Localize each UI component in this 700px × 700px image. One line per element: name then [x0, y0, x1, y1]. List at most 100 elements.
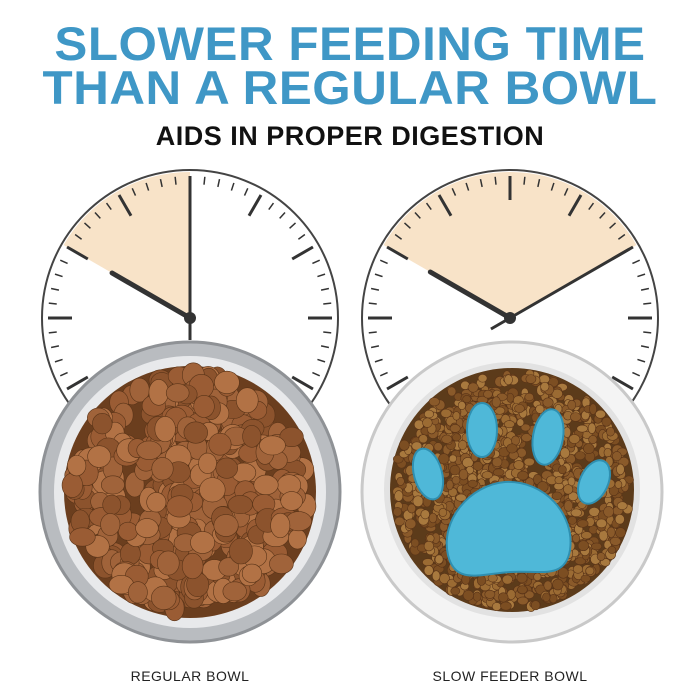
- kibble: [559, 447, 570, 459]
- kibble: [612, 451, 622, 462]
- kibble: [100, 513, 121, 536]
- kibble: [588, 435, 598, 445]
- kibble: [500, 601, 512, 611]
- kibble: [151, 457, 174, 481]
- kibble: [574, 557, 587, 566]
- kibble: [229, 537, 253, 565]
- kibble: [614, 514, 625, 525]
- kibble: [447, 386, 457, 397]
- kibble: [601, 417, 612, 427]
- kibble: [431, 570, 441, 582]
- kibble: [502, 574, 513, 585]
- kibble: [165, 383, 190, 403]
- kibble: [392, 507, 402, 517]
- kibble: [181, 552, 204, 580]
- kibble: [514, 404, 525, 413]
- minute-tick: [368, 331, 377, 334]
- minute-tick: [640, 345, 650, 349]
- caption-slow-feeder-bowl: SLOW FEEDER BOWL: [432, 668, 588, 684]
- kibble: [530, 600, 541, 611]
- kibble: [574, 451, 586, 461]
- minute-tick: [494, 176, 497, 185]
- hour-tick: [117, 194, 133, 217]
- kibble: [543, 580, 553, 591]
- kibble: [467, 382, 479, 393]
- kibble: [452, 411, 461, 421]
- clock-center-pin: [504, 312, 516, 324]
- kibble: [69, 527, 96, 547]
- kibble: [118, 521, 138, 541]
- caption-regular-bowl: REGULAR BOWL: [130, 668, 250, 684]
- paw-pad: [445, 480, 572, 577]
- minute-tick: [243, 187, 249, 196]
- kibble: [524, 392, 534, 402]
- kibble: [438, 453, 450, 465]
- clock-center-pin: [184, 312, 196, 324]
- kibble: [570, 508, 583, 518]
- minute-tick: [637, 358, 646, 363]
- paw-toe: [577, 459, 611, 505]
- kibble: [535, 404, 545, 414]
- kibble: [542, 592, 551, 602]
- kibble: [558, 465, 567, 475]
- kibble: [269, 553, 294, 574]
- kibble: [183, 421, 208, 444]
- kibble: [506, 443, 518, 454]
- kibble: [557, 567, 569, 579]
- minute-tick: [323, 302, 332, 305]
- minute-tick: [317, 273, 326, 278]
- kibble: [407, 503, 416, 514]
- kibble: [190, 531, 215, 554]
- minute-tick: [632, 371, 641, 377]
- minute-tick: [312, 259, 321, 265]
- minute-tick: [297, 233, 306, 240]
- kibble: [607, 545, 617, 554]
- kibble: [603, 447, 612, 458]
- kibble: [523, 457, 535, 467]
- minute-tick: [550, 182, 555, 191]
- kibble: [218, 557, 239, 577]
- kibble: [517, 470, 529, 481]
- kibble: [455, 493, 467, 502]
- kibble: [554, 476, 564, 485]
- minute-tick: [317, 358, 326, 363]
- kibble: [423, 565, 434, 576]
- kibble: [506, 392, 515, 403]
- kibble: [157, 550, 180, 576]
- minute-tick: [643, 331, 652, 334]
- kibble: [467, 479, 478, 488]
- minute-tick: [74, 233, 83, 240]
- kibble: [405, 518, 417, 530]
- headline-line-1: SLOWER FEEDING TIME: [54, 17, 646, 70]
- minute-tick: [268, 202, 275, 211]
- kibble: [166, 495, 193, 518]
- kibble: [498, 592, 509, 603]
- kibble: [433, 442, 443, 452]
- kibble: [253, 474, 279, 495]
- kibble: [199, 477, 226, 503]
- kibble: [503, 420, 515, 429]
- kibble: [394, 490, 404, 502]
- kibble: [61, 472, 83, 498]
- minute-tick: [59, 371, 68, 377]
- kibble: [542, 397, 554, 408]
- subheadline: AIDS IN PROPER DIGESTION: [155, 121, 545, 151]
- minute-tick: [643, 302, 652, 305]
- kibble: [563, 500, 573, 512]
- kibble: [567, 516, 577, 525]
- minute-tick: [632, 259, 641, 265]
- kibble: [451, 475, 461, 485]
- kibble: [222, 581, 247, 602]
- hour-hand: [109, 270, 193, 321]
- kibble: [580, 531, 593, 540]
- kibble: [208, 432, 232, 456]
- kibble: [215, 457, 239, 479]
- kibble: [589, 403, 597, 415]
- kibble: [193, 395, 215, 418]
- kibble: [587, 422, 596, 434]
- hour-tick: [291, 245, 314, 261]
- kibble: [154, 416, 176, 443]
- hour-tick: [386, 375, 409, 391]
- kibble: [227, 495, 253, 515]
